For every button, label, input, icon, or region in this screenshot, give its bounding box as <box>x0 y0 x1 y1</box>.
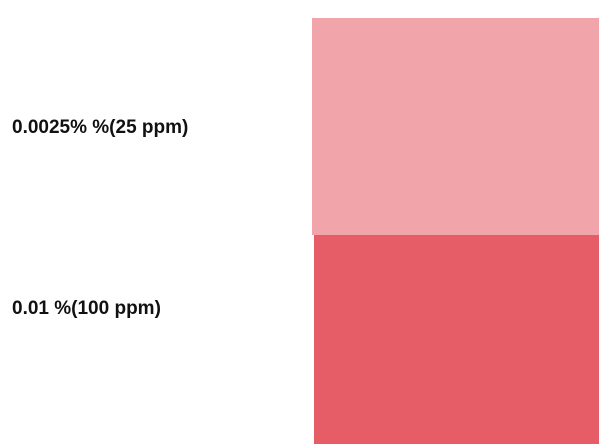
color-swatch <box>312 18 599 235</box>
concentration-label: 0.01 %(100 ppm) <box>12 298 161 319</box>
color-swatch <box>314 235 599 444</box>
concentration-label: 0.0025% %(25 ppm) <box>12 117 189 138</box>
